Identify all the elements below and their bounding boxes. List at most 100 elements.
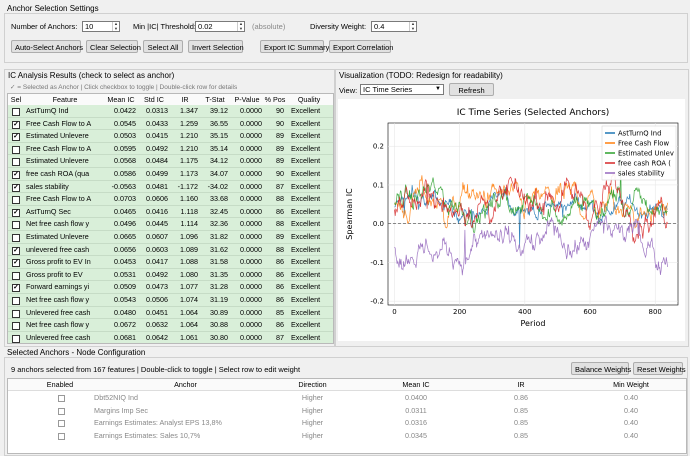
list-item[interactable]: Margins Imp Sec Higher 0.0311 0.85 0.40 <box>8 405 686 417</box>
select-checkbox[interactable] <box>12 120 20 129</box>
table-row[interactable]: Net free cash flow y 0.0543 0.0506 1.074 31.… <box>8 294 333 307</box>
view-select[interactable]: IC Time Series ▼ <box>360 84 444 95</box>
table-row[interactable]: unlevered free cash 0.0656 0.0603 1.089 31.6… <box>8 243 333 257</box>
table-cell-t-stat: 35.15 <box>210 131 228 141</box>
select-checkbox[interactable] <box>12 271 20 280</box>
enabled-checkbox[interactable] <box>58 395 65 402</box>
table-row[interactable]: Estimated Unlevere 0.0568 0.0484 1.175 34.12… <box>8 155 333 168</box>
reset-weights-button[interactable]: Reset Weights <box>633 362 686 375</box>
col-anchor-ir[interactable]: IR <box>517 380 525 389</box>
table-row[interactable]: Unlevered free cash 0.0480 0.0451 1.064 30.8… <box>8 306 333 320</box>
anchors-table[interactable]: Enabled Anchor Direction Mean IC IR Min … <box>7 378 687 454</box>
select-checkbox[interactable] <box>12 322 20 331</box>
clear-selection-button[interactable]: Clear Selection <box>86 40 141 53</box>
balance-weights-button[interactable]: Balance Weights <box>571 362 631 375</box>
select-checkbox[interactable] <box>12 183 20 192</box>
table-cell-ir: -1.172 <box>177 181 198 191</box>
select-all-button[interactable]: Select All <box>143 40 183 53</box>
num-anchors-value: 10 <box>85 22 94 31</box>
table-row[interactable]: Free Cash Flow to A 0.0703 0.0606 1.160 33.6… <box>8 193 333 206</box>
table-row[interactable]: sales stability -0.0563 0.0481 -1.172 -34.02… <box>8 180 333 194</box>
col-p-value[interactable]: P-Value <box>234 95 260 104</box>
table-cell-ir: 1.080 <box>180 269 198 279</box>
spin-arrows-icon[interactable]: ▲ ▼ <box>112 21 119 31</box>
col-t-stat[interactable]: T-Stat <box>205 95 225 104</box>
refresh-button[interactable]: Refresh <box>449 83 494 96</box>
col-pos[interactable]: % Pos <box>264 95 286 104</box>
table-row[interactable]: free cash ROA (qua 0.0586 0.0499 1.173 34.07… <box>8 168 333 181</box>
select-checkbox[interactable] <box>12 246 20 255</box>
select-checkbox[interactable] <box>12 334 20 343</box>
x-tick-label: 600 <box>583 308 596 316</box>
select-checkbox[interactable] <box>12 309 20 318</box>
table-cell-feature: Gross profit to EV In <box>26 257 91 267</box>
list-item[interactable]: Earnings Estimates: Analyst EPS 13,8% Hig… <box>8 417 686 429</box>
table-row[interactable]: Free Cash Flow to A 0.0595 0.0492 1.210 35.1… <box>8 142 333 156</box>
spin-arrows-icon[interactable]: ▲ ▼ <box>409 21 416 31</box>
list-item[interactable]: Dbt52NIQ Ind Higher 0.0400 0.86 0.40 <box>8 392 686 404</box>
table-row[interactable]: Free Cash Flow to A 0.0545 0.0433 1.259 36.5… <box>8 117 333 131</box>
enabled-checkbox[interactable] <box>58 407 65 415</box>
col-mean-ic[interactable]: Mean IC <box>107 95 135 104</box>
diversity-label: Diversity Weight: <box>310 22 367 31</box>
table-cell-std-ic: 0.0506 <box>146 295 168 304</box>
col-enabled[interactable]: Enabled <box>46 380 74 389</box>
select-checkbox[interactable] <box>12 297 20 305</box>
enabled-checkbox[interactable] <box>58 420 65 427</box>
auto-select-button[interactable]: Auto-Select Anchors <box>11 40 83 53</box>
invert-selection-button[interactable]: Invert Selection <box>188 40 244 53</box>
select-checkbox[interactable] <box>12 108 20 116</box>
col-anchor-mean-ic[interactable]: Mean IC <box>402 380 430 389</box>
select-checkbox[interactable] <box>12 284 20 293</box>
col-std-ic[interactable]: Std IC <box>144 95 164 104</box>
x-tick-label: 200 <box>453 308 466 316</box>
table-row[interactable]: Unlevered free cash 0.0681 0.0642 1.061 30.8… <box>8 331 333 343</box>
select-checkbox[interactable] <box>12 234 20 242</box>
select-checkbox[interactable] <box>12 145 20 154</box>
col-quality[interactable]: Quality <box>297 95 321 104</box>
table-cell-feature: Gross profit to EV <box>26 269 83 279</box>
table-row[interactable]: Gross profit to EV 0.0531 0.0492 1.080 31.35… <box>8 268 333 282</box>
diversity-spinbox[interactable]: 0.4 ▲ ▼ <box>371 21 417 32</box>
select-checkbox[interactable] <box>12 208 20 217</box>
table-row[interactable]: Estimated Unlevere 0.0503 0.0415 1.210 35.15… <box>8 130 333 143</box>
anchors-title: Selected Anchors - Node Configuration <box>7 348 146 357</box>
col-min-weight[interactable]: Min Weight <box>613 380 649 389</box>
table-row[interactable]: Net free cash flow y 0.0496 0.0445 1.114 32.… <box>8 218 333 231</box>
col-ir[interactable]: IR <box>181 95 189 104</box>
table-row[interactable]: AstTurnQ Ind 0.0422 0.0313 1.347 39.12 0.0000… <box>8 105 333 118</box>
export-correlation-button[interactable]: Export Correlation <box>329 40 393 53</box>
col-sel[interactable]: Sel <box>10 95 22 104</box>
list-item[interactable]: Earnings Estimates: Sales 10,7% Higher 0.0… <box>8 430 686 442</box>
select-checkbox[interactable] <box>12 158 20 167</box>
select-checkbox[interactable] <box>12 221 20 230</box>
table-cell-p-value: 0.0000 <box>240 143 262 153</box>
table-cell-pos: 90 <box>276 118 284 128</box>
col-direction[interactable]: Direction <box>298 380 327 389</box>
table-cell-ir: 1.160 <box>180 194 198 204</box>
enabled-checkbox[interactable] <box>58 432 65 440</box>
export-ic-button[interactable]: Export IC Summary <box>260 40 329 53</box>
select-checkbox[interactable] <box>12 196 20 205</box>
table-cell-pos: 85 <box>276 307 284 317</box>
chart-title: IC Time Series (Selected Anchors) <box>457 108 610 118</box>
spin-arrows-icon[interactable]: ▲ ▼ <box>237 21 244 31</box>
select-checkbox[interactable] <box>12 171 20 179</box>
table-cell-ir: 1.077 <box>180 282 198 292</box>
table-row[interactable]: Gross profit to EV In 0.0453 0.0417 1.088 31… <box>8 256 333 269</box>
min-ic-spinbox[interactable]: 0.02 ▲ ▼ <box>195 21 245 32</box>
table-row[interactable]: Forward earnings yi 0.0509 0.0473 1.077 31.2… <box>8 281 333 294</box>
table-cell-pos: 87 <box>276 181 284 191</box>
series-line <box>394 170 668 245</box>
anchor-cell-mean-ic: 0.0311 <box>405 405 427 415</box>
col-anchor[interactable]: Anchor <box>174 380 197 389</box>
select-checkbox[interactable] <box>12 259 20 268</box>
table-row[interactable]: AstTurnQ Sec 0.0465 0.0416 1.118 32.45 0.0000… <box>8 205 333 219</box>
col-feature[interactable]: Feature <box>52 95 78 104</box>
select-checkbox[interactable] <box>12 133 20 142</box>
ic-results-table[interactable]: Sel Feature Mean IC Std IC IR T-Stat P-V… <box>7 93 334 344</box>
table-cell-feature: Unlevered free cash <box>26 307 91 317</box>
num-anchors-spinbox[interactable]: 10 ▲ ▼ <box>82 21 120 32</box>
table-row[interactable]: Net free cash flow y 0.0672 0.0632 1.064 30.… <box>8 319 333 332</box>
table-row[interactable]: Estimated Unlevere 0.0665 0.0607 1.096 31.82… <box>8 231 333 244</box>
